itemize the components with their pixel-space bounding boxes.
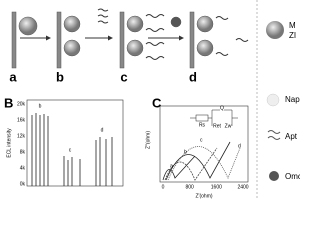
peak-label: b — [39, 103, 42, 109]
peak-label: c — [69, 147, 72, 153]
mof-particle — [18, 16, 38, 36]
mof-particle — [196, 15, 214, 33]
legend-icon — [267, 130, 281, 140]
circuit-label: Ret — [213, 123, 221, 129]
x-tick-label: 1600 — [211, 184, 222, 190]
circuit-label: Rs — [199, 122, 206, 128]
aptamer — [145, 14, 165, 60]
y-tick-label: 0k — [20, 181, 26, 187]
y-tick-label: 12k — [17, 133, 26, 139]
electrode — [119, 11, 125, 69]
aptamer — [97, 8, 109, 24]
mof-particle — [126, 39, 144, 57]
legend-label: Apt — [285, 132, 298, 141]
step-label: c — [120, 69, 127, 84]
y-tick-label: 4k — [20, 165, 26, 171]
x-tick-label: 0 — [162, 184, 165, 190]
legend-label: M — [289, 21, 296, 30]
impedance-curves — [162, 141, 241, 181]
legend-label: Nap — [285, 95, 300, 104]
curve — [165, 141, 231, 181]
x-axis-label: Z'(ohm) — [195, 193, 212, 199]
curve-label: d — [238, 143, 241, 149]
legend-icon — [266, 21, 284, 39]
x-tick-label: 2400 — [237, 184, 248, 190]
y-axis-label: ECL intensity — [6, 128, 12, 158]
x-tick-label: 800 — [185, 184, 194, 190]
electrode — [56, 11, 62, 69]
aptamer — [215, 16, 249, 56]
electrode — [11, 11, 17, 69]
mof-particle — [196, 39, 214, 57]
ecl-peaks — [31, 113, 113, 186]
mof-particle — [126, 15, 144, 33]
circuit-label: Q — [220, 105, 224, 111]
panel-label: C — [152, 95, 162, 110]
resistor — [195, 114, 209, 122]
step-label: a — [9, 69, 17, 84]
legend-label: Omc — [285, 172, 300, 181]
curve-label: b — [184, 149, 187, 155]
curve-label: a — [170, 163, 173, 169]
legend-icon — [266, 93, 280, 107]
mof-particle — [63, 15, 81, 33]
arrows — [20, 8, 249, 60]
y-tick-label: 20k — [17, 101, 26, 107]
step-label: b — [56, 69, 64, 84]
y-tick-label: 16k — [17, 117, 26, 123]
curve-label: c — [200, 137, 203, 143]
mof-particle — [63, 39, 81, 57]
schematic — [11, 11, 214, 69]
peak-label: d — [101, 127, 104, 133]
legend-icon — [269, 171, 279, 181]
electrode — [189, 11, 195, 69]
panel-label: B — [4, 95, 13, 110]
circuit-wire — [190, 109, 238, 126]
plot-frame — [26, 99, 124, 187]
circuit-label: Zw — [225, 123, 232, 129]
legend-label: ZI — [289, 31, 296, 40]
omc-icon — [170, 16, 182, 28]
y-axis-label: Z''(ohm) — [145, 131, 151, 149]
figure: a b c d M ZI Nap Apt Omc B ECL intensity… — [4, 0, 300, 200]
curve — [162, 155, 196, 181]
curve — [164, 147, 218, 181]
circuit — [190, 109, 238, 126]
step-label: d — [189, 69, 197, 84]
curve — [167, 146, 241, 181]
y-tick-label: 8k — [20, 149, 26, 155]
plot-frame — [159, 105, 249, 183]
